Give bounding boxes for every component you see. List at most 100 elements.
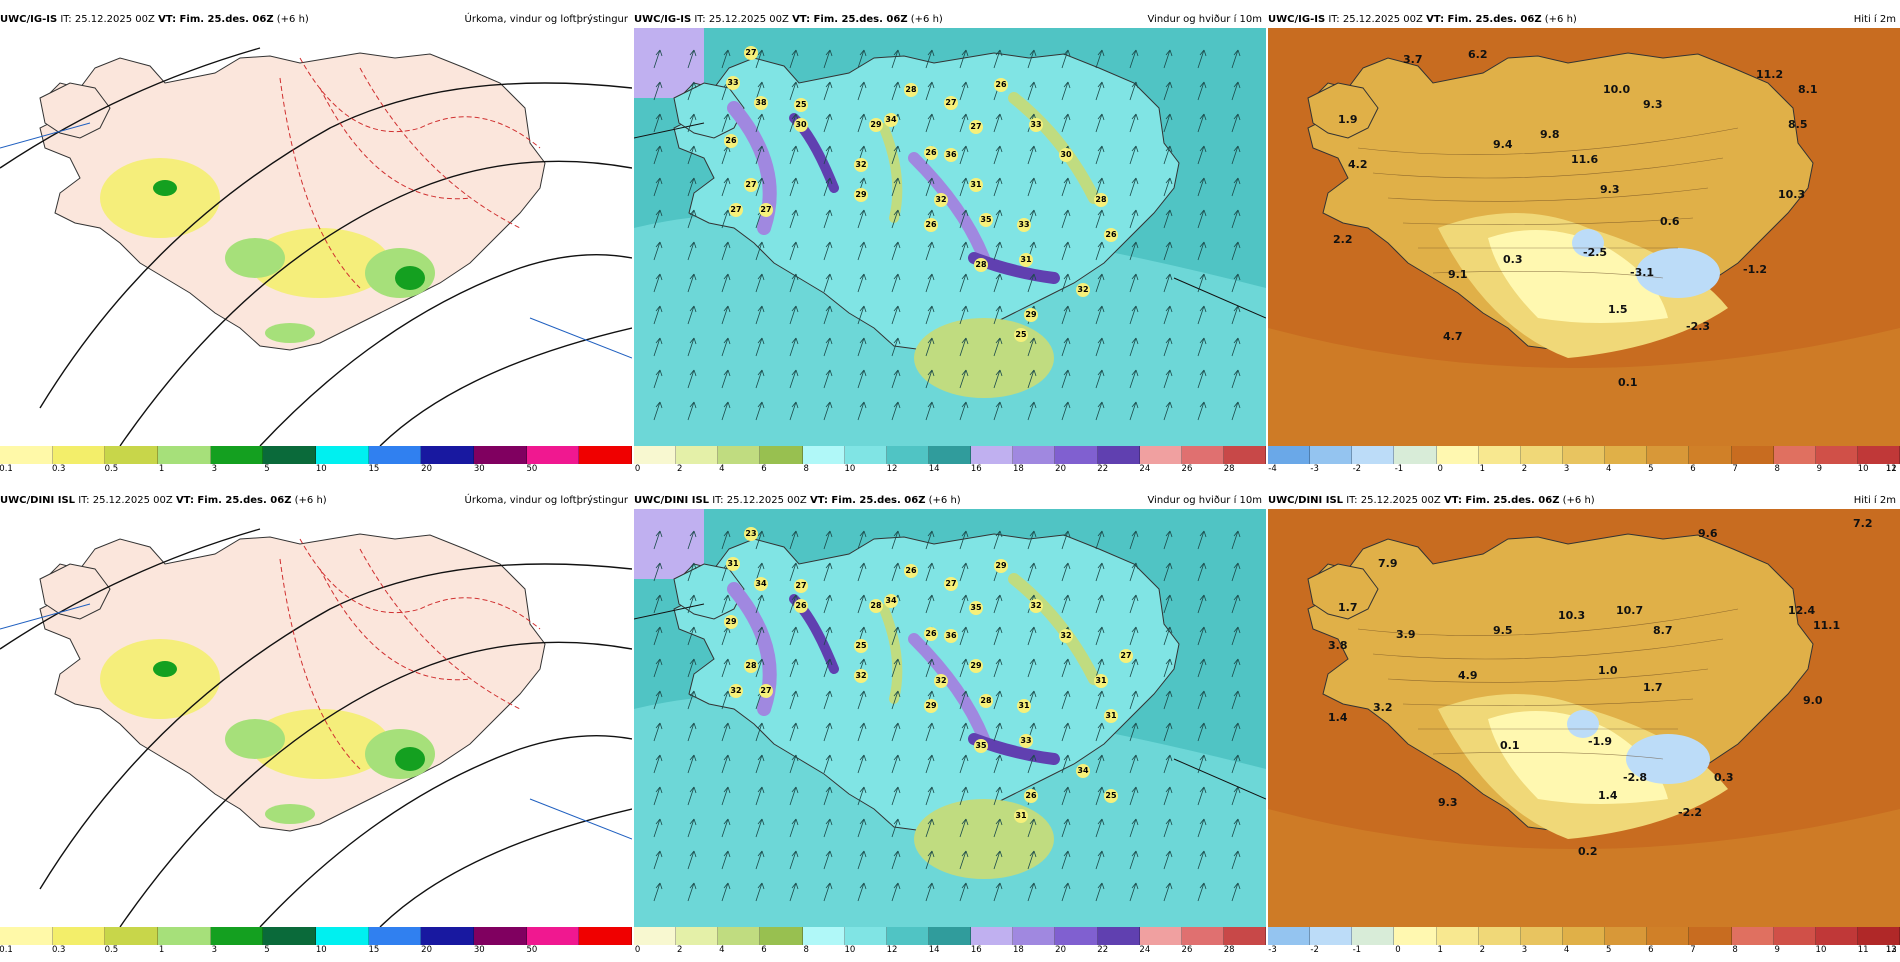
wind-arrow <box>1163 401 1173 421</box>
temperature-value-label: 6.2 <box>1468 48 1488 61</box>
wind-arrow <box>993 49 1003 69</box>
wind-arrow <box>1163 49 1173 69</box>
wind-map-svg <box>634 28 1266 446</box>
colorbar-tick-label: 0.1 <box>0 945 13 955</box>
wind-arrow <box>1129 530 1139 550</box>
colorbar-swatch <box>1815 446 1858 464</box>
colorbar-tick-label: 2 <box>1521 464 1528 474</box>
graticule <box>529 798 632 840</box>
wind-arrow <box>789 754 799 774</box>
wind-arrow <box>789 882 799 902</box>
map-area <box>0 509 632 927</box>
temperature-value-label: 11.2 <box>1756 68 1784 81</box>
colorbar-tick-label: 20 <box>1055 464 1066 474</box>
colorbar-swatch <box>802 927 845 945</box>
colorbar-swatch <box>971 927 1014 945</box>
wind-arrow <box>1095 401 1105 421</box>
temp-zone <box>1488 711 1668 804</box>
isobar <box>379 327 632 446</box>
colorbar-tick-label: 30 <box>473 464 485 474</box>
isotherm <box>279 558 361 770</box>
wind-arrow <box>1129 818 1139 838</box>
gust-value-label: 32 <box>1059 629 1073 643</box>
gust-value-label: 27 <box>969 120 983 134</box>
wind-arrow <box>1231 882 1241 902</box>
wind-arrow <box>823 81 833 101</box>
colorbar-tick-label: 20 <box>1055 945 1066 955</box>
colorbar-tick-label: 15 <box>368 464 380 474</box>
wind-arrow <box>891 49 901 69</box>
wind-arrow <box>891 786 901 806</box>
colorbar-swatch <box>971 446 1014 464</box>
wind-arrow <box>993 369 1003 389</box>
wind-arrow <box>687 850 697 870</box>
colorbar-tick-label: 5 <box>1605 945 1612 955</box>
wind-arrow <box>1129 305 1139 325</box>
temperature-value-label: 1.7 <box>1338 601 1358 614</box>
wind-arrow <box>1027 369 1037 389</box>
colorbar-swatch <box>634 927 677 945</box>
wind-arrow <box>993 722 1003 742</box>
colorbar-tick-label: 12 <box>886 464 898 474</box>
wind-arrow <box>1061 273 1071 293</box>
wind-arrow <box>823 49 833 69</box>
wind-arrow <box>823 850 833 870</box>
wind-arrow <box>823 818 833 838</box>
wind-arrow <box>959 562 969 582</box>
wind-arrow <box>1027 754 1037 774</box>
wind-arrow <box>1027 401 1037 421</box>
wind-arrow <box>687 177 697 197</box>
colorbar-swatch <box>368 446 422 464</box>
gust-value-label: 28 <box>904 83 918 97</box>
wind-arrow <box>1231 369 1241 389</box>
model-name: UWC/DINI ISL <box>1268 495 1344 506</box>
wind-arrow <box>1061 81 1071 101</box>
wind-arrow <box>1231 722 1241 742</box>
gust-value-label: 27 <box>729 203 743 217</box>
colorbar-swatch <box>1394 927 1437 945</box>
wind-arrow <box>891 81 901 101</box>
colorbar-labels: -3 -2 -1 0 1 2 3 4 5 6 7 8 9 10 11 12 13 <box>1268 945 1900 959</box>
colorbar-tick-label: 14 <box>928 945 940 955</box>
colorbar-swatch <box>1731 446 1774 464</box>
temperature-value-label: 8.7 <box>1653 624 1673 637</box>
wind-arrow <box>789 818 799 838</box>
colorbar-tick-label: 16 <box>970 945 982 955</box>
cold-zone <box>1572 229 1604 257</box>
colorbar-swatch <box>210 446 264 464</box>
wind-arrow <box>891 722 901 742</box>
wind-arrow <box>1231 401 1241 421</box>
map-area: 23 31 34 27 26 29 28 32 27 29 26 25 27 35 36 34 28 26 29 32… <box>634 509 1266 927</box>
map-area: 3.7 6.2 1.9 10.0 9.3 11.2 8.1 4.2 9.4 9.8 11.6 8.5 9… <box>1268 28 1900 446</box>
precip-zone <box>225 719 285 759</box>
wind-arrow <box>789 850 799 870</box>
wind-arrow <box>925 562 935 582</box>
temp-map-svg <box>1268 28 1900 446</box>
colorbar-tick-label: -1 <box>1352 945 1362 955</box>
wind-arrow <box>1095 562 1105 582</box>
gust-value-label: 34 <box>1076 764 1090 778</box>
wind-arrow <box>789 401 799 421</box>
forecast-step: (+6 h) <box>276 14 309 25</box>
precip-zone <box>395 747 425 771</box>
temperature-value-label: 7.2 <box>1853 517 1873 530</box>
wind-arrow <box>1095 369 1105 389</box>
wind-arrow <box>857 49 867 69</box>
colorbar-tick-label: 0 <box>634 945 641 955</box>
isobar <box>259 253 632 446</box>
wind-arrow <box>1095 690 1105 710</box>
map-area: 27 33 38 25 30 26 27 27 27 26 28 32 27 27 36 34 29 26 31 33… <box>634 28 1266 446</box>
isobar <box>0 47 261 169</box>
wind-arrow <box>1027 530 1037 550</box>
wind-arrow <box>687 818 697 838</box>
panel-1-wind: UWC/IG-IS IT: 25.12.2025 00Z VT: Fim. 25… <box>634 12 1267 481</box>
wind-arrow <box>721 113 731 133</box>
colorbar-swatch <box>760 927 803 945</box>
wind-arrow <box>1197 81 1207 101</box>
gust-value-label: 26 <box>1024 789 1038 803</box>
colorbar-swatch <box>1310 446 1353 464</box>
gust-value-label: 32 <box>854 158 868 172</box>
wind-arrow <box>993 882 1003 902</box>
wind-arrow <box>1197 818 1207 838</box>
temperature-value-label: 11.6 <box>1571 153 1599 166</box>
